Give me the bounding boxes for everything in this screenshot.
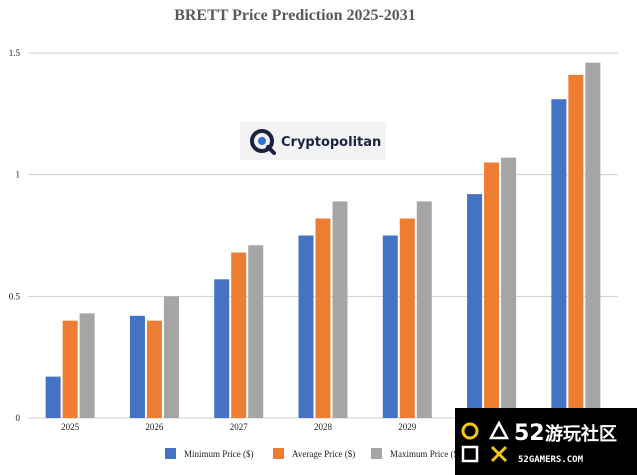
legend-swatch	[273, 448, 284, 459]
bar	[585, 62, 601, 418]
legend-swatch	[165, 448, 176, 459]
bar	[146, 320, 162, 418]
x-tick-label: 2028	[314, 422, 333, 432]
chart-title: BRETT Price Prediction 2025-2031	[174, 7, 416, 24]
watermark-background	[455, 408, 637, 475]
cryptopolitan-logo: Cryptopolitan	[240, 122, 386, 160]
bar	[551, 99, 567, 418]
legend: Minimum Price ($) Average Price ($) Maximu…	[165, 448, 461, 459]
y-tick-label: 0.5	[9, 291, 21, 301]
bar	[501, 157, 517, 418]
bar	[248, 245, 264, 418]
y-tick-label: 0	[16, 413, 21, 423]
x-tick-label: 2029	[398, 422, 417, 432]
cross-icon	[490, 445, 508, 463]
y-tick-label: 1	[16, 170, 21, 180]
bar	[79, 313, 95, 418]
legend-label: Minimum Price ($)	[184, 449, 254, 459]
bar	[568, 74, 584, 419]
bar	[467, 194, 483, 418]
legend-label: Maximum Price ($)	[390, 449, 461, 459]
bars	[45, 62, 601, 419]
legend-label: Average Price ($)	[292, 449, 355, 459]
watermark: 52 游玩社区 52GAMERS.COM	[455, 408, 637, 475]
bar	[298, 235, 314, 418]
x-tick-label: 2026	[145, 422, 164, 432]
bar	[399, 218, 415, 418]
cryptopolitan-icon	[250, 129, 276, 155]
logo-text: Cryptopolitan	[281, 135, 381, 150]
y-axis-labels: 0 0.5 1 1.5	[9, 48, 21, 423]
square-icon	[461, 445, 479, 463]
bar	[315, 218, 331, 418]
y-tick-label: 1.5	[9, 48, 21, 58]
bar	[163, 296, 179, 418]
bar	[332, 201, 348, 418]
watermark-url: 52GAMERS.COM	[518, 455, 584, 465]
bar	[214, 279, 230, 418]
bar	[382, 235, 398, 418]
bar	[45, 376, 61, 418]
bar	[231, 252, 247, 418]
x-tick-label: 2025	[61, 422, 80, 432]
legend-swatch	[371, 448, 382, 459]
triangle-icon	[488, 420, 510, 440]
watermark-chinese: 游玩社区	[545, 423, 617, 445]
bar	[416, 201, 432, 418]
bar	[129, 315, 145, 418]
bar	[62, 320, 78, 418]
bar	[484, 162, 500, 418]
watermark-number: 52	[514, 421, 545, 446]
x-tick-label: 2027	[230, 422, 249, 432]
circle-icon	[461, 422, 479, 440]
